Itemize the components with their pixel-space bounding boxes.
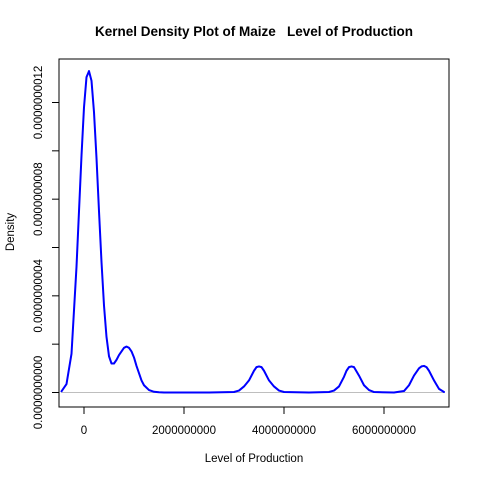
x-axis-label: Level of Production xyxy=(205,453,303,465)
x-tick-label: 0 xyxy=(81,425,87,437)
plot-frame xyxy=(58,58,450,408)
x-axis: 0 2000000000 4000000000 6000000000 xyxy=(81,406,416,437)
x-tick-label: 6000000000 xyxy=(352,425,416,437)
chart-title: Kernel Density Plot of Maize Level of Pr… xyxy=(95,24,413,39)
x-tick-label: 4000000000 xyxy=(252,425,316,437)
density-curve xyxy=(60,70,445,394)
y-tick-label: 0.0000000012 xyxy=(33,66,45,140)
y-axis-label: Density xyxy=(5,213,17,252)
y-tick-label: 0.0000000000 xyxy=(33,356,45,430)
x-tick-label: 2000000000 xyxy=(152,425,216,437)
y-tick-label: 0.0000000004 xyxy=(33,258,45,332)
y-axis: 0.0000000000 0.0000000004 0.0000000008 0.00… xyxy=(33,66,60,430)
y-tick-label: 0.0000000008 xyxy=(33,162,45,236)
